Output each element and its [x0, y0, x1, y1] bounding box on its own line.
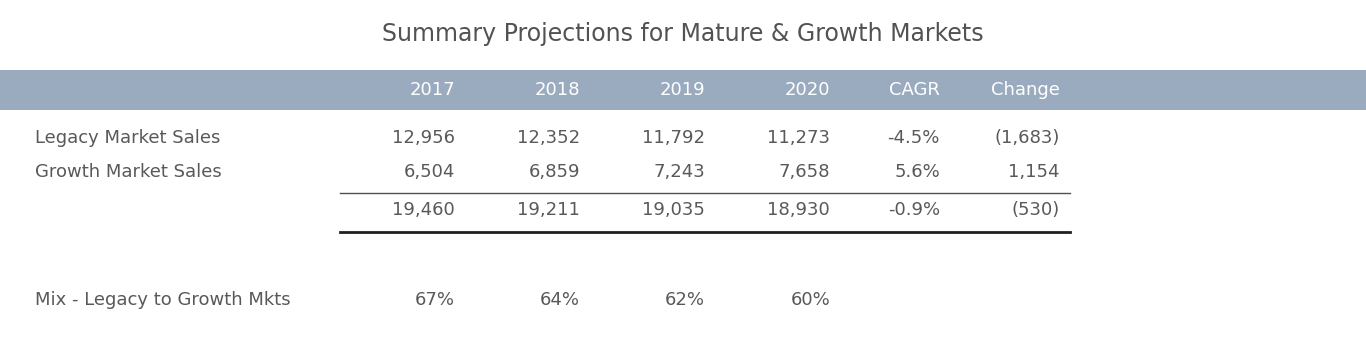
Text: (530): (530) [1012, 201, 1060, 219]
Text: 19,035: 19,035 [642, 201, 705, 219]
Text: 19,211: 19,211 [518, 201, 581, 219]
Text: -0.9%: -0.9% [888, 201, 940, 219]
Text: 64%: 64% [540, 291, 581, 309]
Text: 67%: 67% [415, 291, 455, 309]
Text: (1,683): (1,683) [994, 129, 1060, 147]
Text: 18,930: 18,930 [768, 201, 831, 219]
Text: 6,504: 6,504 [403, 163, 455, 181]
Text: -4.5%: -4.5% [888, 129, 940, 147]
Text: 19,460: 19,460 [392, 201, 455, 219]
Text: 12,352: 12,352 [516, 129, 581, 147]
Text: CAGR: CAGR [889, 81, 940, 99]
Text: 12,956: 12,956 [392, 129, 455, 147]
Text: 2017: 2017 [410, 81, 455, 99]
Text: Change: Change [992, 81, 1060, 99]
Text: Growth Market Sales: Growth Market Sales [36, 163, 221, 181]
Text: 6,859: 6,859 [529, 163, 581, 181]
Text: 7,243: 7,243 [653, 163, 705, 181]
Text: Legacy Market Sales: Legacy Market Sales [36, 129, 220, 147]
Text: 2018: 2018 [534, 81, 581, 99]
Text: 62%: 62% [665, 291, 705, 309]
Text: Summary Projections for Mature & Growth Markets: Summary Projections for Mature & Growth … [382, 22, 984, 46]
Bar [0, 70, 1366, 110]
Text: 1,154: 1,154 [1008, 163, 1060, 181]
Text: Mix - Legacy to Growth Mkts: Mix - Legacy to Growth Mkts [36, 291, 291, 309]
Text: 2020: 2020 [784, 81, 831, 99]
Text: 11,792: 11,792 [642, 129, 705, 147]
Text: 60%: 60% [791, 291, 831, 309]
Text: 7,658: 7,658 [779, 163, 831, 181]
Text: 5.6%: 5.6% [895, 163, 940, 181]
Text: 11,273: 11,273 [766, 129, 831, 147]
Text: 2019: 2019 [660, 81, 705, 99]
